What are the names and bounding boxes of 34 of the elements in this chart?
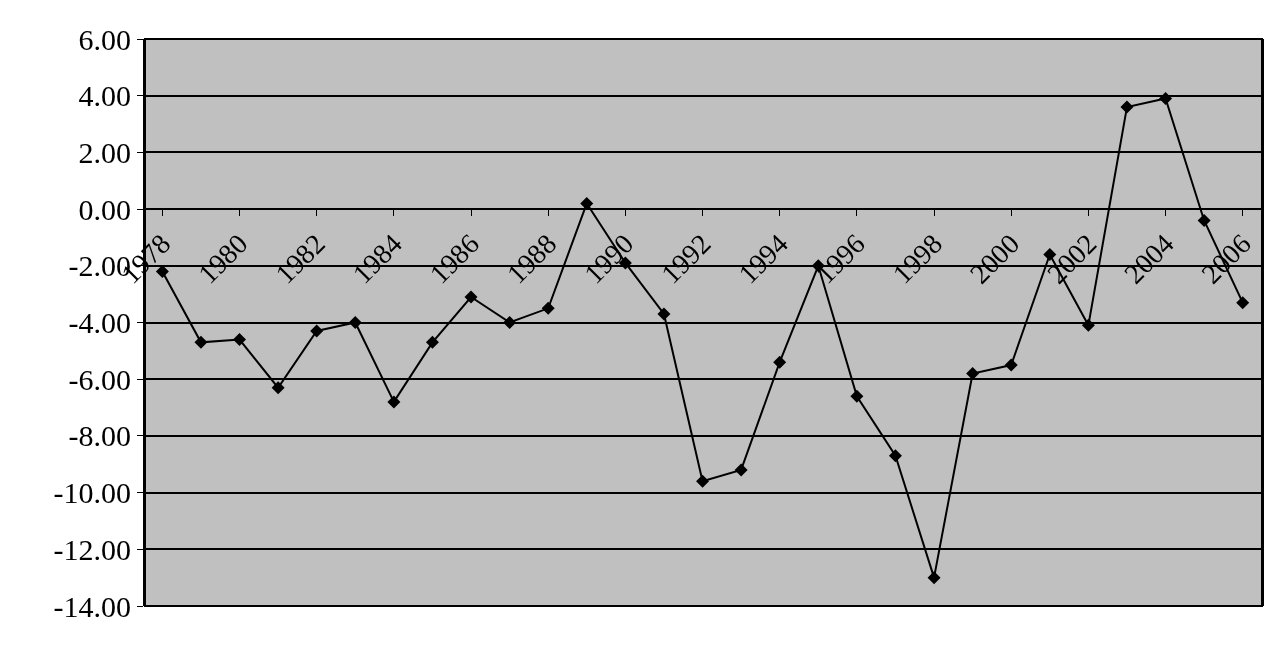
point — [1120, 100, 1134, 114]
point — [580, 196, 594, 210]
point — [1236, 296, 1250, 310]
y-tick-label: 0.00 — [78, 192, 131, 226]
point — [888, 449, 902, 463]
y-tick-label: -8.00 — [68, 419, 131, 453]
y-tick-label: -10.00 — [53, 476, 131, 510]
point — [503, 316, 517, 329]
point — [927, 571, 941, 585]
point — [1004, 358, 1018, 372]
point — [464, 290, 478, 304]
point — [657, 307, 671, 321]
point — [773, 355, 787, 369]
point — [1197, 213, 1211, 227]
point — [734, 463, 748, 477]
point — [271, 381, 285, 395]
point — [1159, 92, 1173, 106]
y-tick-label: -6.00 — [68, 362, 131, 396]
y-tick-label: 2.00 — [78, 135, 131, 169]
y-tick-label: -14.00 — [53, 589, 131, 623]
y-tick-label: 4.00 — [78, 79, 131, 113]
y-tick-label: -4.00 — [68, 306, 131, 339]
point — [233, 333, 247, 347]
y-tick-label: 6.00 — [78, 22, 131, 56]
point — [194, 335, 208, 349]
point — [541, 301, 555, 315]
point — [696, 474, 710, 488]
point — [1081, 318, 1095, 332]
point — [387, 395, 401, 409]
y-tick-label: -12.00 — [53, 532, 131, 566]
point — [310, 324, 324, 338]
point — [425, 335, 439, 349]
point — [850, 389, 864, 403]
point — [348, 316, 362, 329]
